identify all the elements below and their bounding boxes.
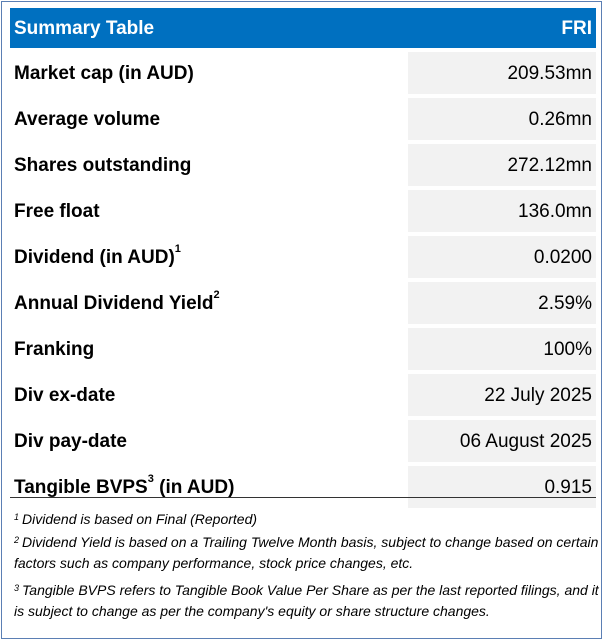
row-label: Div pay-date [14, 431, 127, 452]
footnote: 3 Tangible BVPS refers to Tangible Book V… [14, 580, 600, 622]
footnote: 1 Dividend is based on Final (Reported) [14, 509, 600, 530]
table-row: Tangible BVPS3 (in AUD) 0.915 [10, 466, 596, 508]
row-label: Dividend (in AUD)1 [14, 243, 181, 268]
row-value: 06 August 2025 [459, 431, 592, 452]
row-label: Div ex-date [14, 385, 116, 406]
row-value: 209.53mn [507, 63, 592, 84]
table-row: Average volume 0.26mn [10, 98, 596, 140]
table-row: Annual Dividend Yield2 2.59% [10, 282, 596, 324]
table-row: Div pay-date 06 August 2025 [10, 420, 596, 462]
footnotes: 1 Dividend is based on Final (Reported) 2 D… [14, 509, 600, 624]
table-title: Summary Table [14, 18, 155, 39]
row-value-cell: 272.12mn [408, 144, 596, 186]
footnote: 2 Dividend Yield is based on a Trailing T… [14, 532, 600, 574]
row-label: Tangible BVPS3 (in AUD) [14, 473, 235, 498]
row-value: 2.59% [538, 293, 592, 314]
row-value-cell: 06 August 2025 [408, 420, 596, 462]
table-row: Free float 136.0mn [10, 190, 596, 232]
row-value-cell: 2.59% [408, 282, 596, 324]
row-label: Shares outstanding [14, 155, 192, 176]
row-value-cell: 0.26mn [408, 98, 596, 140]
row-label: Annual Dividend Yield2 [14, 289, 220, 314]
table-row: Shares outstanding 272.12mn [10, 144, 596, 186]
row-value: 22 July 2025 [484, 385, 592, 406]
table-header: Summary Table FRI [10, 8, 596, 48]
row-label: Average volume [14, 109, 161, 130]
row-value-cell: 0.915 [408, 466, 596, 508]
row-label: Free float [14, 201, 100, 222]
ticker: FRI [561, 18, 592, 39]
footnote-mark: 1 [14, 512, 20, 522]
footnote-text: Dividend Yield is based on a Trailing Tw… [14, 534, 599, 571]
row-label: Franking [14, 339, 95, 360]
table-row: Market cap (in AUD) 209.53mn [10, 52, 596, 94]
row-value-cell: 0.0200 [408, 236, 596, 278]
row-value-cell: 209.53mn [408, 52, 596, 94]
footnote-mark: 2 [14, 535, 20, 545]
footnote-mark: 2 [213, 289, 220, 301]
row-value: 0.915 [544, 477, 592, 498]
row-value: 136.0mn [518, 201, 592, 222]
table-row: Franking 100% [10, 328, 596, 370]
footnote-text: Tangible BVPS refers to Tangible Book Va… [14, 582, 599, 619]
footnote-mark: 3 [14, 583, 20, 593]
table-bottom-rule [10, 497, 596, 498]
row-value: 100% [543, 339, 592, 360]
row-value: 272.12mn [507, 155, 592, 176]
row-value: 0.26mn [528, 109, 592, 130]
row-value-cell: 100% [408, 328, 596, 370]
footnote-text: Dividend is based on Final (Reported) [22, 511, 258, 527]
footnote-mark: 1 [174, 243, 181, 255]
row-value-cell: 136.0mn [408, 190, 596, 232]
table-row: Div ex-date 22 July 2025 [10, 374, 596, 416]
row-value-cell: 22 July 2025 [408, 374, 596, 416]
table-row: Dividend (in AUD)1 0.0200 [10, 236, 596, 278]
footnote-mark: 3 [147, 473, 154, 485]
row-value: 0.0200 [533, 247, 592, 268]
row-label: Market cap (in AUD) [14, 63, 194, 84]
